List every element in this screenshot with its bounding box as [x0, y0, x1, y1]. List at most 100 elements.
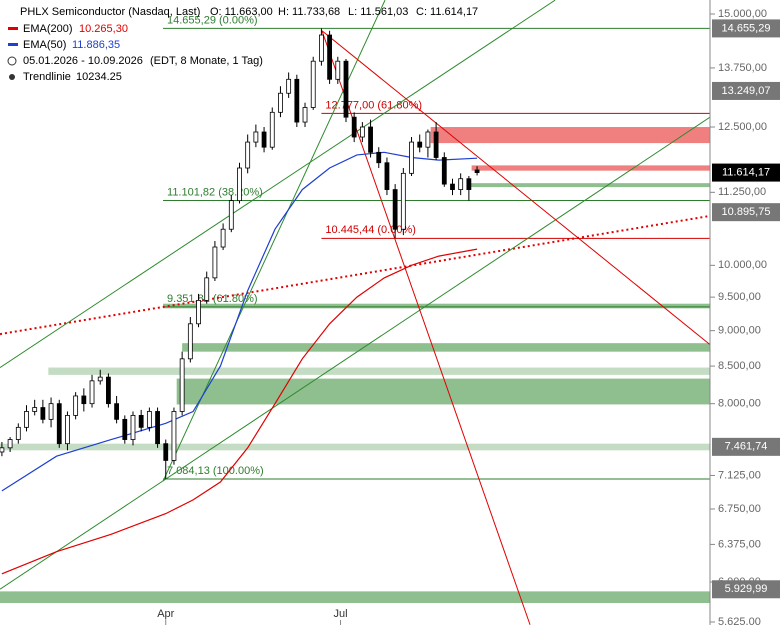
candle-body: [171, 411, 177, 461]
zone: [48, 367, 710, 375]
candle-body: [327, 34, 333, 80]
trend-name: Trendlinie: [23, 71, 71, 83]
candle-body: [212, 246, 218, 279]
candle-body: [24, 411, 29, 428]
title: PHLX Semiconductor (Nasdaq, Last): [20, 6, 200, 18]
y-tick-label: 10.000,00: [718, 259, 767, 271]
candle-body: [433, 131, 439, 158]
open: O: 11.663,00: [210, 6, 273, 18]
candle-body: [474, 169, 480, 173]
price-tag-label: 5.929,99: [725, 583, 768, 595]
price-tag-label: 13.249,07: [722, 85, 771, 97]
candle-body: [400, 172, 406, 230]
candle-body: [228, 200, 234, 230]
candle-body: [114, 403, 120, 420]
candle-body: [458, 178, 464, 190]
low: L: 11.561,03: [348, 6, 408, 18]
legend: PHLX Semiconductor (Nasdaq, Last) O: 11.…: [7, 6, 478, 83]
x-tick-label: Apr: [157, 608, 174, 620]
legend-value: 10.265,30: [79, 23, 128, 35]
candle-body: [425, 131, 431, 148]
y-tick-label: 6.750,00: [718, 503, 761, 515]
zone: [163, 303, 710, 309]
candle-body: [163, 443, 169, 461]
price-tag: [712, 580, 780, 599]
candle-body: [310, 60, 316, 108]
candle-body: [237, 167, 242, 202]
candle-body: [81, 395, 87, 405]
candle-body: [319, 34, 324, 62]
candle-body: [130, 414, 136, 440]
y-tick-label: 8.000,00: [718, 398, 761, 410]
y-tick-label: 12.500,00: [718, 121, 767, 133]
legend-swatch: [8, 43, 18, 46]
fib-label: 7.084,13 (100.00%): [167, 465, 264, 477]
trend-value: 10234.25: [76, 71, 122, 83]
date-range: 05.01.2026 - 10.09.2026: [23, 55, 143, 67]
price-tag: [712, 203, 780, 222]
price-tag-label: 7.461,74: [725, 441, 768, 453]
y-tick-label: 13.750,00: [718, 62, 767, 74]
candle-body: [343, 60, 349, 118]
candle-body: [376, 151, 382, 164]
trendline: [321, 30, 531, 625]
zone: [0, 591, 710, 604]
zone: [471, 165, 710, 171]
candle-body: [253, 131, 259, 143]
candle-body: [359, 126, 365, 138]
y-tick-label: 9.000,00: [718, 325, 761, 337]
y-tick-label: 8.500,00: [718, 360, 761, 372]
candle-body: [294, 78, 300, 123]
legend-label: EMA(50): [23, 39, 66, 51]
price-tag: [712, 81, 780, 100]
fib-label: 14.655,29 (0.00%): [167, 14, 258, 26]
clock-icon: [7, 56, 17, 66]
candle-body: [392, 189, 398, 230]
candle-body: [450, 183, 455, 190]
price-tag-label: 11.614,17: [722, 166, 770, 178]
candle-body: [302, 107, 308, 123]
price-tag-label: 10.895,75: [722, 206, 771, 218]
ema-line: [1, 248, 478, 575]
candle-body: [32, 407, 38, 412]
candle-body: [269, 111, 275, 148]
y-tick-label: 7.125,00: [718, 469, 761, 481]
price-tag: [712, 19, 780, 38]
date-info: (EDT, 8 Monate, 1 Tag): [150, 55, 263, 67]
candle-body: [384, 162, 390, 190]
legend-value: 11.886,35: [72, 39, 120, 51]
legend-label: EMA(200): [23, 23, 73, 35]
candle-body: [204, 277, 210, 301]
zone: [430, 127, 710, 144]
zone: [0, 443, 710, 451]
candle-body: [196, 300, 201, 325]
fib-label: 12.777,00 (61.80%): [325, 99, 422, 111]
candle-body: [106, 376, 111, 405]
candle-body: [409, 141, 414, 174]
trend-icon: [9, 74, 15, 80]
trendline: [0, 116, 710, 590]
candle-body: [7, 439, 13, 449]
candle-body: [286, 78, 292, 94]
candle-body: [351, 116, 357, 138]
candle-body: [65, 414, 70, 445]
candle-body: [56, 403, 62, 445]
y-tick-label: 9.500,00: [718, 291, 761, 303]
legend-swatch: [8, 27, 18, 30]
y-tick-label: 15.000,00: [718, 8, 767, 20]
y-tick-label: 5.625,00: [718, 616, 761, 625]
trendline: [321, 30, 710, 345]
candle-body: [261, 131, 267, 148]
candle-body: [138, 414, 144, 428]
high: H: 11.733,68: [278, 6, 340, 18]
candle-body: [335, 60, 341, 80]
candle-body: [89, 380, 95, 405]
candle-body: [146, 411, 152, 428]
x-tick-label: Jul: [333, 608, 347, 620]
candle-body: [441, 157, 447, 185]
candle-body: [466, 178, 472, 190]
candle-body: [15, 426, 21, 440]
trendline: [162, 0, 386, 482]
